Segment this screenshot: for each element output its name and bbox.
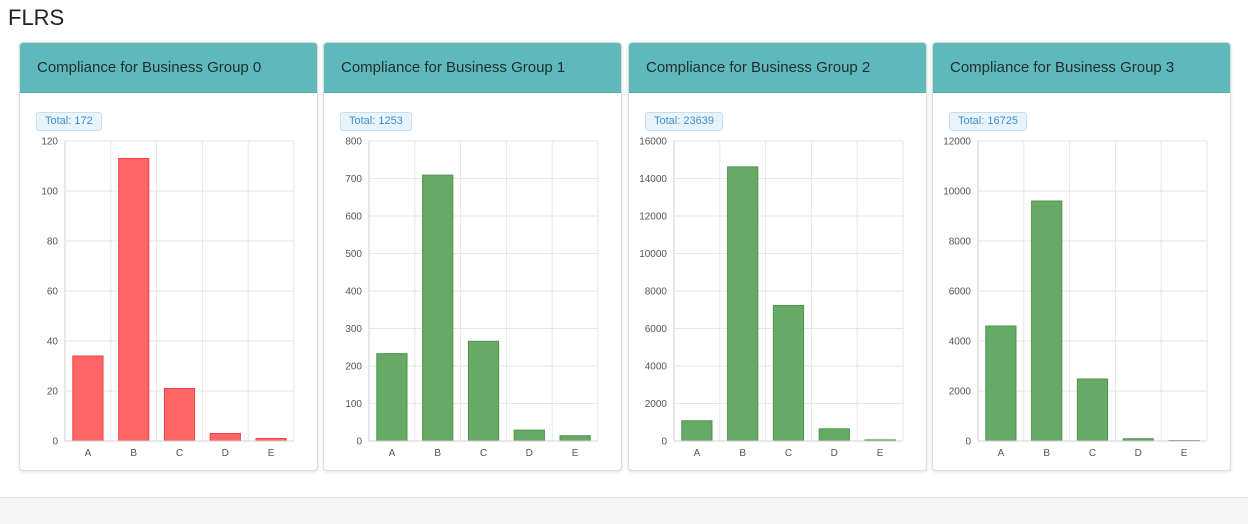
y-tick-label: 120 xyxy=(41,137,58,148)
x-tick-label: E xyxy=(1181,448,1188,459)
card-header: Compliance for Business Group 0 xyxy=(20,43,317,93)
total-badge: Total: 16725 xyxy=(949,112,1027,131)
card-header: Compliance for Business Group 1 xyxy=(324,43,621,93)
y-tick-label: 10000 xyxy=(639,249,667,260)
x-tick-label: A xyxy=(694,448,701,459)
x-tick-label: D xyxy=(1135,448,1142,459)
bar-chart: 0 2000 4000 6000 8000 10000 12000 A B C D E xyxy=(943,137,1208,459)
x-tick-label: A xyxy=(998,448,1005,459)
y-tick-label: 0 xyxy=(661,437,667,448)
y-tick-label: 300 xyxy=(345,324,362,335)
y-tick-label: 8000 xyxy=(949,237,972,248)
y-tick-label: 800 xyxy=(345,137,362,148)
y-tick-label: 60 xyxy=(47,287,59,298)
chart-card-group-0: Compliance for Business Group 0 Total: 1… xyxy=(19,42,318,471)
y-tick-label: 2000 xyxy=(645,399,668,410)
x-tick-label: B xyxy=(739,448,746,459)
y-tick-label: 6000 xyxy=(645,324,668,335)
footer-bar xyxy=(0,497,1248,524)
bar xyxy=(376,353,408,442)
y-tick-label: 500 xyxy=(345,249,362,260)
bar xyxy=(467,340,500,442)
x-tick-label: E xyxy=(268,448,275,459)
x-tick-label: E xyxy=(877,448,884,459)
total-badge: Total: 172 xyxy=(36,112,102,131)
y-tick-label: 100 xyxy=(345,399,362,410)
card-header: Compliance for Business Group 3 xyxy=(933,43,1230,93)
x-tick-label: D xyxy=(526,448,533,459)
bar xyxy=(727,166,759,442)
x-tick-label: B xyxy=(1043,448,1050,459)
total-badge: Total: 23639 xyxy=(645,112,723,131)
x-tick-label: C xyxy=(480,448,487,459)
bar xyxy=(72,355,104,442)
bar xyxy=(985,325,1017,442)
y-tick-label: 12000 xyxy=(943,137,971,148)
y-tick-label: 6000 xyxy=(949,287,972,298)
y-tick-label: 2000 xyxy=(949,387,972,398)
page-title: FLRS xyxy=(8,5,65,30)
bar xyxy=(559,435,591,442)
bar xyxy=(1076,378,1109,442)
card-header: Compliance for Business Group 2 xyxy=(629,43,926,93)
y-tick-label: 0 xyxy=(356,437,362,448)
x-tick-label: C xyxy=(176,448,183,459)
y-tick-label: 700 xyxy=(345,174,362,185)
x-tick-label: B xyxy=(130,448,137,459)
bar xyxy=(163,388,196,442)
y-tick-label: 80 xyxy=(47,237,59,248)
chart-card-group-2: Compliance for Business Group 2 Total: 2… xyxy=(628,42,927,471)
y-tick-label: 0 xyxy=(965,437,971,448)
x-tick-label: E xyxy=(572,448,579,459)
x-tick-label: A xyxy=(85,448,92,459)
y-tick-label: 200 xyxy=(345,362,362,373)
x-tick-label: D xyxy=(831,448,838,459)
chart-card-group-1: Compliance for Business Group 1 Total: 1… xyxy=(323,42,622,471)
bar-chart: 0 100 200 300 400 500 600 700 800 A B C D E xyxy=(345,137,599,459)
bar xyxy=(422,174,454,442)
y-tick-label: 0 xyxy=(52,437,58,448)
y-tick-label: 400 xyxy=(345,287,362,298)
bar xyxy=(818,428,850,442)
bar xyxy=(1031,200,1063,442)
y-tick-label: 600 xyxy=(345,212,362,223)
bar xyxy=(118,158,150,442)
y-tick-label: 12000 xyxy=(639,212,667,223)
x-tick-label: C xyxy=(1089,448,1096,459)
y-tick-label: 20 xyxy=(47,387,59,398)
bar-chart: 0 2000 4000 6000 8000 10000 12000 14000 16000 A B C… xyxy=(639,137,904,459)
bar xyxy=(772,304,805,442)
y-tick-label: 10000 xyxy=(943,187,971,198)
y-tick-label: 40 xyxy=(47,337,59,348)
y-tick-label: 8000 xyxy=(645,287,668,298)
y-tick-label: 100 xyxy=(41,187,58,198)
x-tick-label: A xyxy=(389,448,396,459)
y-tick-label: 4000 xyxy=(949,337,972,348)
x-tick-label: D xyxy=(222,448,229,459)
x-tick-label: B xyxy=(434,448,441,459)
bar-chart: 0 20 40 60 80 100 120 A B C D E xyxy=(41,137,295,459)
chart-card-group-3: Compliance for Business Group 3 Total: 1… xyxy=(932,42,1231,471)
y-tick-label: 16000 xyxy=(639,137,667,148)
bar xyxy=(209,433,241,442)
total-badge: Total: 1253 xyxy=(340,112,412,131)
y-tick-label: 14000 xyxy=(639,174,667,185)
y-tick-label: 4000 xyxy=(645,362,668,373)
bar xyxy=(513,429,545,442)
bar xyxy=(681,420,713,442)
x-tick-label: C xyxy=(785,448,792,459)
